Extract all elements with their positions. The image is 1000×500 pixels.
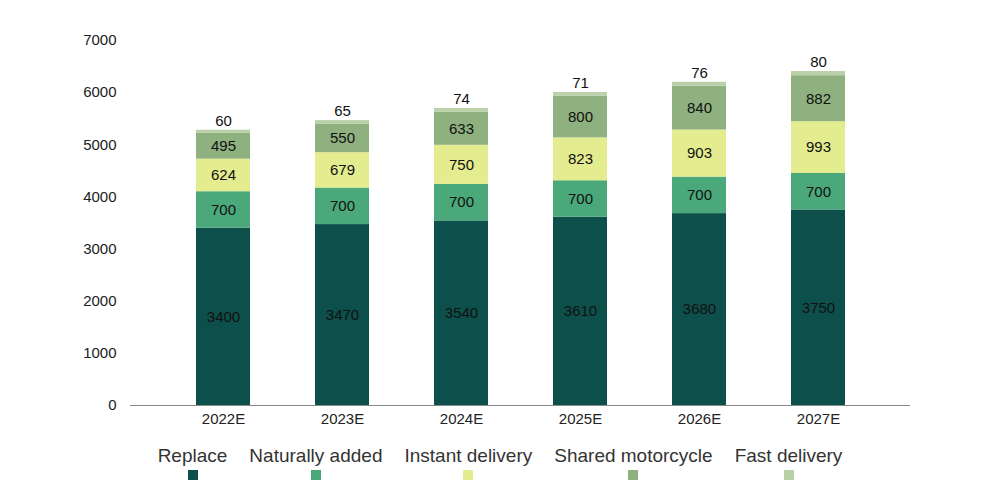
svg-text:2024E: 2024E [440,410,483,427]
svg-text:60: 60 [215,112,232,129]
svg-text:993: 993 [806,138,831,155]
svg-text:71: 71 [572,74,589,91]
svg-text:2025E: 2025E [559,410,602,427]
svg-text:65: 65 [334,102,351,119]
svg-text:495: 495 [211,137,236,154]
svg-text:840: 840 [687,99,712,116]
svg-text:700: 700 [568,190,593,207]
svg-text:2000: 2000 [83,292,116,309]
html-text:Shared motorcycle: Shared motorcycle [554,445,713,466]
html-text:Fast delivery: Fast delivery [734,445,843,466]
svg-text:823: 823 [568,150,593,167]
svg-text:700: 700 [449,193,474,210]
svg-text:2023E: 2023E [321,410,364,427]
svg-text:800: 800 [568,108,593,125]
svg-text:3610: 3610 [564,302,597,319]
html-text:Replace: Replace [157,445,228,466]
svg-text:633: 633 [449,120,474,137]
svg-text:624: 624 [211,166,236,183]
svg-text:882: 882 [806,89,831,106]
svg-text:4000: 4000 [83,188,116,205]
svg-text:2026E: 2026E [678,410,721,427]
svg-text:3680: 3680 [683,300,716,317]
svg-text:700: 700 [211,201,236,218]
svg-text:1000: 1000 [83,344,116,361]
svg-text:700: 700 [687,186,712,203]
svg-text:3540: 3540 [445,304,478,321]
html-text:Instant delivery: Instant delivery [404,445,533,466]
svg-text:80: 80 [810,53,827,70]
svg-text:3400: 3400 [207,308,240,325]
svg-text:679: 679 [330,161,355,178]
svg-text:6000: 6000 [83,83,116,100]
svg-text:700: 700 [806,183,831,200]
svg-text:903: 903 [687,144,712,161]
svg-text:74: 74 [453,90,470,107]
svg-text:3750: 3750 [802,299,835,316]
svg-text:3470: 3470 [326,306,359,323]
svg-text:3000: 3000 [83,240,116,257]
svg-text:550: 550 [330,129,355,146]
svg-text:2022E: 2022E [202,410,245,427]
svg-text:700: 700 [330,197,355,214]
svg-text:0: 0 [108,396,116,413]
svg-text:7000: 7000 [83,31,116,48]
html-text:Naturally added: Naturally added [249,445,383,466]
svg-text:750: 750 [449,156,474,173]
svg-text:2027E: 2027E [797,410,840,427]
svg-text:76: 76 [691,64,708,81]
svg-text:5000: 5000 [83,136,116,153]
